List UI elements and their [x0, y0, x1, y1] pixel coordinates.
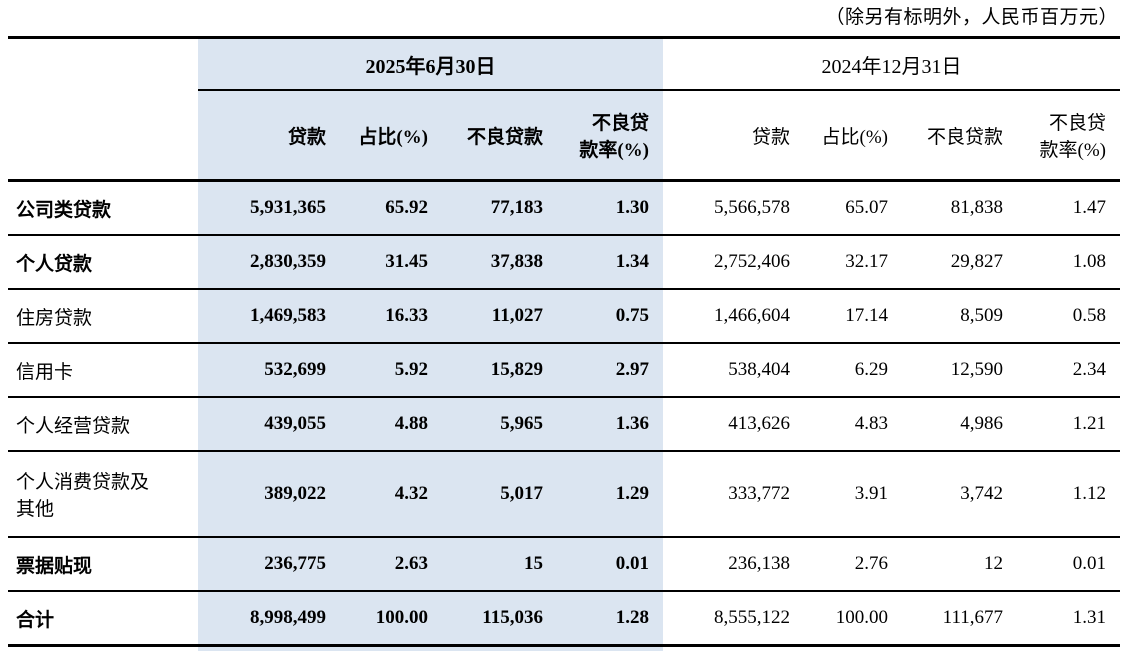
cell-current-share: 4.32: [340, 451, 442, 538]
col-header-prior-loans: 贷款: [663, 90, 804, 182]
cell-current-loans: 8,998,499: [198, 591, 340, 647]
period-header-row: 2025年6月30日 2024年12月31日: [8, 36, 1120, 91]
cell-prior-loans: 8,555,122: [663, 591, 804, 647]
cell-current-share: 4.88: [340, 397, 442, 452]
cell-current-npl-ratio: 2.97: [557, 343, 663, 398]
cell-current-npl: 5,017: [442, 451, 557, 538]
cell-current-share: 65.92: [340, 180, 442, 236]
cell-current-npl: 37,838: [442, 235, 557, 290]
cell-current-npl-ratio: 0.75: [557, 289, 663, 344]
cell-prior-npl-ratio: 0.01: [1017, 537, 1120, 592]
cell-prior-npl: 4,986: [902, 397, 1017, 452]
cell-prior-npl-ratio: 1.08: [1017, 235, 1120, 290]
cell-prior-loans: 5,566,578: [663, 180, 804, 236]
row-label: 合计: [8, 591, 198, 647]
table-row-personal-business-loans: 个人经营贷款 439,055 4.88 5,965 1.36 413,626 4…: [8, 397, 1120, 452]
highlight-strip: [198, 645, 663, 651]
cell-prior-npl-ratio: 2.34: [1017, 343, 1120, 398]
cell-current-share: 2.63: [340, 537, 442, 592]
cell-prior-loans: 2,752,406: [663, 235, 804, 290]
cell-current-npl-ratio: 1.29: [557, 451, 663, 538]
cell-current-share: 5.92: [340, 343, 442, 398]
cell-current-loans: 2,830,359: [198, 235, 340, 290]
period-header-current: 2025年6月30日: [198, 36, 663, 91]
row-label-header-blank: [8, 90, 198, 182]
cell-current-npl: 11,027: [442, 289, 557, 344]
cell-current-share: 100.00: [340, 591, 442, 647]
cell-current-npl-ratio: 0.01: [557, 537, 663, 592]
currency-unit-note: （除另有标明外，人民币百万元）: [825, 7, 1118, 28]
col-header-current-loans: 贷款: [198, 90, 340, 182]
row-label: 个人消费贷款及 其他: [8, 451, 198, 538]
cell-prior-loans: 236,138: [663, 537, 804, 592]
table-row-corporate-loans: 公司类贷款 5,931,365 65.92 77,183 1.30 5,566,…: [8, 180, 1120, 236]
cell-current-share: 31.45: [340, 235, 442, 290]
period-header-prior: 2024年12月31日: [663, 36, 1120, 91]
col-header-prior-npl: 不良贷款: [902, 90, 1017, 182]
cell-prior-loans: 538,404: [663, 343, 804, 398]
cell-prior-share: 6.29: [804, 343, 902, 398]
row-label: 票据贴现: [8, 537, 198, 592]
cell-current-npl-ratio: 1.30: [557, 180, 663, 236]
cell-current-npl: 15: [442, 537, 557, 592]
row-label: 住房贷款: [8, 289, 198, 344]
cell-prior-npl: 81,838: [902, 180, 1017, 236]
corner-blank-cell: [8, 36, 198, 90]
cell-prior-npl: 3,742: [902, 451, 1017, 538]
table-row-housing-loans: 住房贷款 1,469,583 16.33 11,027 0.75 1,466,6…: [8, 289, 1120, 344]
cell-prior-share: 17.14: [804, 289, 902, 344]
cell-current-loans: 439,055: [198, 397, 340, 452]
cell-prior-share: 100.00: [804, 591, 902, 647]
table-row-personal-loans: 个人贷款 2,830,359 31.45 37,838 1.34 2,752,4…: [8, 235, 1120, 290]
cell-prior-npl: 12,590: [902, 343, 1017, 398]
cell-prior-share: 32.17: [804, 235, 902, 290]
table-row-discounted-bills: 票据贴现 236,775 2.63 15 0.01 236,138 2.76 1…: [8, 537, 1120, 592]
table-row-personal-consumption-loans: 个人消费贷款及 其他 389,022 4.32 5,017 1.29 333,7…: [8, 451, 1120, 538]
cell-prior-npl-ratio: 1.47: [1017, 180, 1120, 236]
col-header-prior-npl-ratio: 不良贷 款率(%): [1017, 90, 1120, 182]
col-header-current-npl: 不良贷款: [442, 90, 557, 182]
row-label: 信用卡: [8, 343, 198, 398]
cell-prior-share: 65.07: [804, 180, 902, 236]
cell-prior-npl-ratio: 1.21: [1017, 397, 1120, 452]
col-header-current-npl-ratio: 不良贷 款率(%): [557, 90, 663, 182]
cell-current-loans: 532,699: [198, 343, 340, 398]
cell-prior-npl-ratio: 0.58: [1017, 289, 1120, 344]
row-label: 个人贷款: [8, 235, 198, 290]
cell-prior-share: 2.76: [804, 537, 902, 592]
cell-current-npl: 5,965: [442, 397, 557, 452]
row-label: 公司类贷款: [8, 180, 198, 236]
cell-current-loans: 389,022: [198, 451, 340, 538]
cell-prior-npl: 29,827: [902, 235, 1017, 290]
cell-prior-npl-ratio: 1.31: [1017, 591, 1120, 647]
col-header-current-share: 占比(%): [340, 90, 442, 182]
cell-current-npl: 77,183: [442, 180, 557, 236]
cell-current-npl-ratio: 1.34: [557, 235, 663, 290]
cell-prior-loans: 333,772: [663, 451, 804, 538]
cell-prior-share: 4.83: [804, 397, 902, 452]
table-row-credit-card: 信用卡 532,699 5.92 15,829 2.97 538,404 6.2…: [8, 343, 1120, 398]
cell-current-npl: 15,829: [442, 343, 557, 398]
cell-prior-share: 3.91: [804, 451, 902, 538]
row-label: 个人经营贷款: [8, 397, 198, 452]
cell-current-loans: 236,775: [198, 537, 340, 592]
cell-prior-npl: 12: [902, 537, 1017, 592]
cell-prior-loans: 1,466,604: [663, 289, 804, 344]
cell-current-npl: 115,036: [442, 591, 557, 647]
cell-current-loans: 1,469,583: [198, 289, 340, 344]
cell-prior-npl: 8,509: [902, 289, 1017, 344]
column-header-row: 贷款 占比(%) 不良贷款 不良贷 款率(%) 贷款 占比(%) 不良贷款 不良…: [8, 90, 1120, 182]
cell-current-npl-ratio: 1.36: [557, 397, 663, 452]
col-header-prior-share: 占比(%): [804, 90, 902, 182]
cell-current-loans: 5,931,365: [198, 180, 340, 236]
cell-prior-npl: 111,677: [902, 591, 1017, 647]
highlight-overflow-strip: [8, 645, 1120, 651]
cell-prior-loans: 413,626: [663, 397, 804, 452]
cell-current-share: 16.33: [340, 289, 442, 344]
cell-current-npl-ratio: 1.28: [557, 591, 663, 647]
table-row-total: 合计 8,998,499 100.00 115,036 1.28 8,555,1…: [8, 591, 1120, 647]
loan-quality-table: 2025年6月30日 2024年12月31日 贷款 占比(%) 不良贷款 不良贷…: [8, 36, 1120, 651]
cell-prior-npl-ratio: 1.12: [1017, 451, 1120, 538]
